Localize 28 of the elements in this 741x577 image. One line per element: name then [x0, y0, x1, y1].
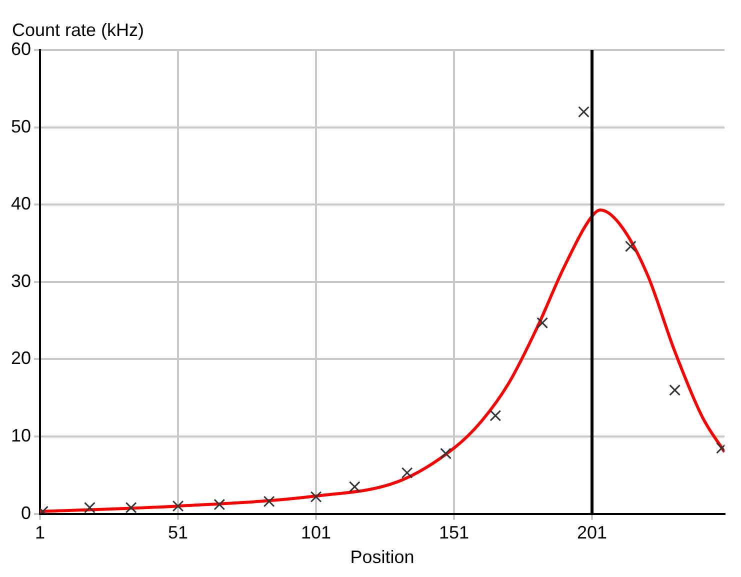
y-tick-label: 60 — [10, 38, 32, 59]
point — [84, 502, 96, 514]
point — [536, 317, 548, 329]
point — [401, 467, 413, 479]
point — [172, 500, 184, 512]
y-tick-label: 20 — [10, 348, 32, 368]
point — [263, 496, 275, 508]
y-tick-label: 30 — [10, 270, 32, 291]
y-axis-title: Count rate (kHz) — [12, 20, 144, 40]
x-axis-title: Position — [350, 547, 414, 568]
x-tick-label: 1 — [35, 522, 46, 543]
point — [214, 498, 226, 510]
x-tick-label: 201 — [576, 522, 608, 543]
x-tick-label: 101 — [300, 522, 332, 543]
point — [624, 240, 636, 252]
y-tick-label: 50 — [10, 116, 32, 136]
y-tick-label: 40 — [10, 194, 32, 214]
x-tick-label: 51 — [168, 522, 188, 543]
point — [490, 410, 502, 422]
point — [669, 384, 681, 396]
point — [578, 106, 590, 118]
y-tick-label: 10 — [10, 425, 32, 446]
x-tick-label: 151 — [438, 522, 470, 543]
point — [440, 448, 452, 460]
y-tick-label: 0 — [21, 502, 32, 523]
point — [348, 481, 360, 492]
point — [310, 491, 322, 502]
point — [125, 502, 137, 514]
